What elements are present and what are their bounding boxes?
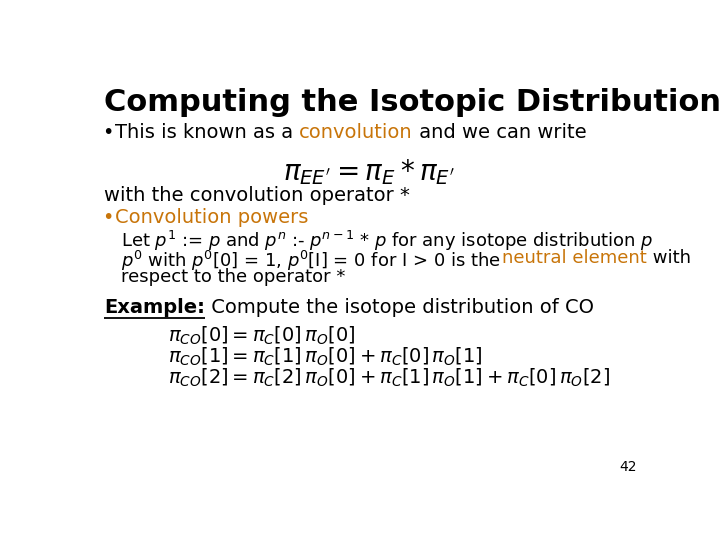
Text: respect to the operator *: respect to the operator * [121,268,346,286]
Text: $\pi_{CO}[2] = \pi_C[2]\,\pi_O[0] + \pi_C[1]\,\pi_O[1] + \pi_C[0]\,\pi_O[2]$: $\pi_{CO}[2] = \pi_C[2]\,\pi_O[0] + \pi_… [168,367,610,389]
Text: This is known as a: This is known as a [114,123,300,143]
Text: $p^0$ with $p^0$[0] = 1, $p^0$[I] = 0 for I > 0 is the: $p^0$ with $p^0$[0] = 1, $p^0$[I] = 0 fo… [121,249,502,273]
Text: Let $p^1$ := $p$ and $p^n$ :- $p^{n-1}$ * $p$ for any isotope distribution $p$: Let $p^1$ := $p$ and $p^n$ :- $p^{n-1}$ … [121,229,653,253]
Text: •: • [102,123,114,143]
Text: Example:: Example: [104,298,204,317]
Text: •: • [102,208,114,227]
Text: Computing the Isotopic Distribution: Computing the Isotopic Distribution [104,88,720,117]
Text: neutral element: neutral element [502,249,647,267]
Text: with: with [647,249,690,267]
Text: $\pi_{EE'} = \pi_E * \pi_{E'}$: $\pi_{EE'} = \pi_E * \pi_{E'}$ [283,157,455,187]
Text: Compute the isotope distribution of CO: Compute the isotope distribution of CO [204,298,594,317]
Text: Convolution powers: Convolution powers [114,208,308,227]
Text: convolution: convolution [300,123,413,143]
Text: with the convolution operator *: with the convolution operator * [104,186,410,205]
Text: and we can write: and we can write [413,123,586,143]
Text: $\pi_{CO}[0] = \pi_C[0]\,\pi_O[0]$: $\pi_{CO}[0] = \pi_C[0]\,\pi_O[0]$ [168,325,355,347]
Text: 42: 42 [619,461,636,475]
Text: $\pi_{CO}[1] = \pi_C[1]\,\pi_O[0] + \pi_C[0]\,\pi_O[1]$: $\pi_{CO}[1] = \pi_C[1]\,\pi_O[0] + \pi_… [168,346,482,368]
